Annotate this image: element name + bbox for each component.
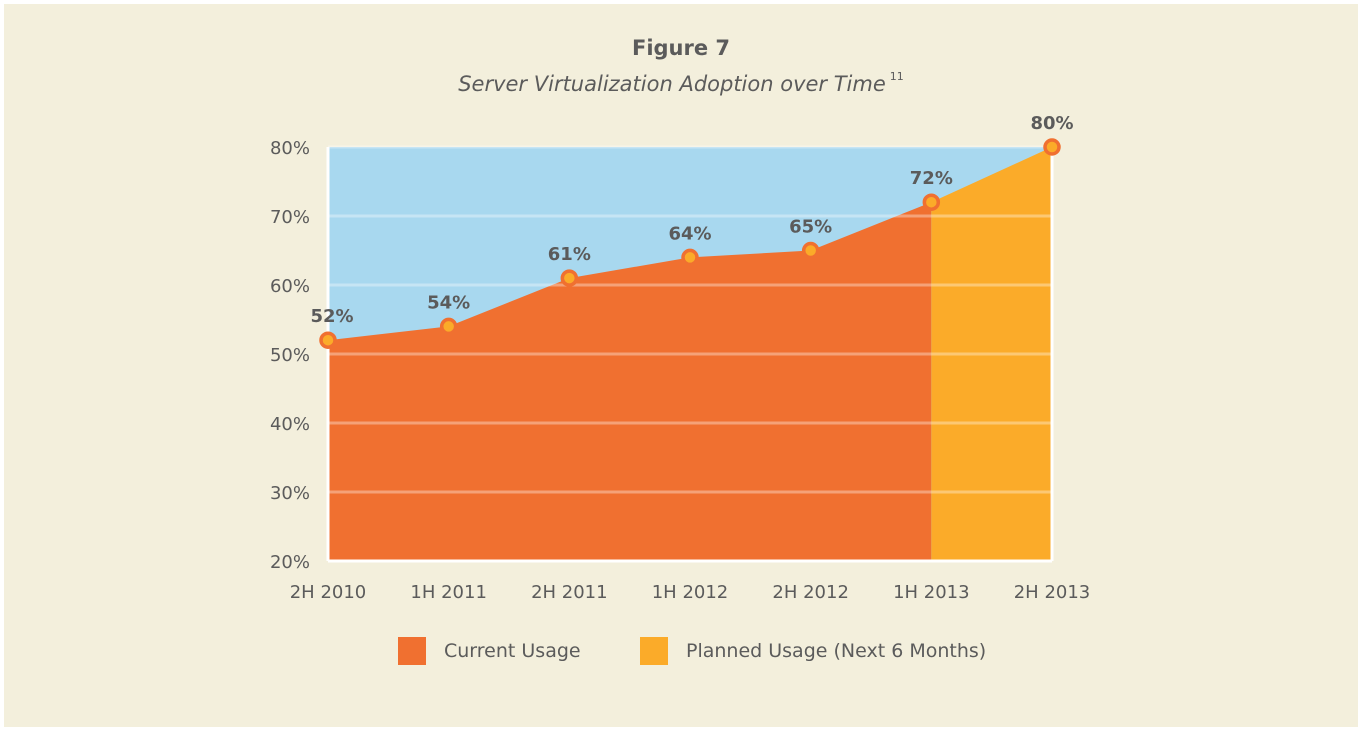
x-tick-label: 1H 2011	[410, 582, 487, 603]
y-tick-label: 30%	[270, 483, 310, 504]
current-usage-area	[328, 202, 932, 561]
y-tick-label: 40%	[270, 414, 310, 435]
legend-label-planned: Planned Usage (Next 6 Months)	[686, 640, 987, 662]
legend-swatch-planned	[640, 637, 668, 665]
data-point	[801, 241, 820, 260]
subtitle-text: Server Virtualization Adoption over Time	[458, 72, 886, 96]
data-label: 65%	[789, 217, 832, 238]
data-label: 80%	[1030, 113, 1073, 134]
data-point	[319, 331, 337, 349]
y-tick-label: 80%	[270, 138, 310, 159]
data-label: 61%	[548, 244, 591, 265]
data-label: 52%	[310, 306, 353, 327]
data-point	[560, 269, 579, 287]
planned-usage-area	[931, 147, 1052, 561]
x-tick-label: 2H 2011	[531, 582, 608, 603]
data-point	[681, 248, 699, 267]
legend-item-planned: Planned Usage (Next 6 Months)	[640, 636, 986, 666]
y-tick-label: 20%	[270, 552, 310, 573]
data-label: 72%	[910, 168, 953, 189]
y-tick-label: 50%	[270, 345, 310, 366]
figure-title: Figure 7	[631, 36, 731, 60]
y-tick-label: 60%	[270, 276, 310, 297]
x-tick-label: 2H 2010	[290, 582, 367, 603]
data-point	[922, 193, 941, 211]
x-tick-label: 2H 2012	[772, 582, 849, 603]
data-point	[1043, 138, 1061, 156]
x-tick-label: 1H 2012	[652, 582, 729, 603]
data-point	[439, 317, 458, 336]
legend-item-current: Current Usage	[398, 636, 581, 666]
x-tick-label: 2H 2013	[1014, 582, 1091, 603]
x-tick-label: 1H 2013	[893, 582, 970, 603]
legend-swatch-current	[398, 637, 426, 665]
legend-label-current: Current Usage	[444, 640, 581, 662]
data-label: 54%	[427, 292, 470, 313]
figure-subtitle: Server Virtualization Adoption over Time…	[0, 70, 1362, 96]
y-tick-label: 70%	[270, 207, 310, 228]
footnote-ref: 11	[889, 70, 904, 83]
data-label: 64%	[668, 223, 711, 244]
